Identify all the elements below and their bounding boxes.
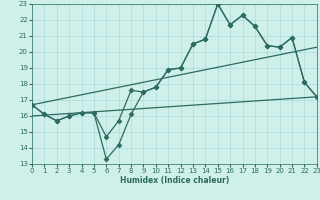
X-axis label: Humidex (Indice chaleur): Humidex (Indice chaleur) [120, 176, 229, 185]
